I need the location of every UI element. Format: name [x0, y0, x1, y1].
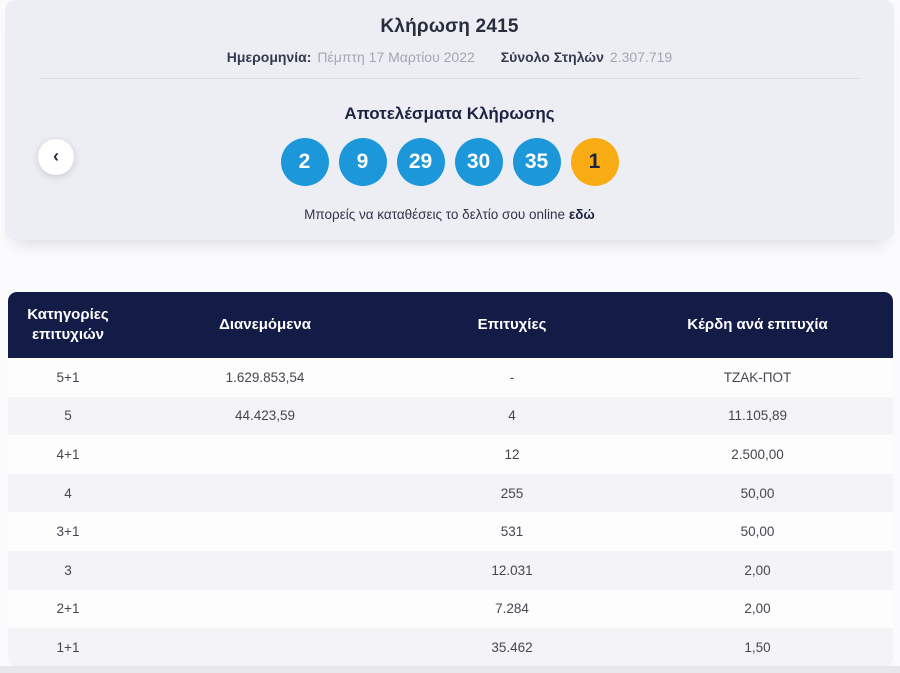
cell-winnings: 2,00	[744, 601, 771, 617]
bottom-strip	[0, 666, 900, 673]
bonus-number-ball: 1	[570, 138, 619, 186]
cell-winnings: 50,00	[740, 524, 775, 540]
columns-value: 2.307.719	[609, 49, 673, 65]
cell-category: 5+1	[56, 369, 80, 385]
table-row: 3 12.031 2,00	[8, 550, 893, 590]
online-link[interactable]: εδώ	[568, 207, 595, 222]
results-table: Κατηγορίες επιτυχιών Διανεμόμενα Επιτυχίες…	[8, 292, 893, 667]
cell-winners: 35.462	[491, 639, 533, 655]
cell-category: 2+1	[56, 601, 80, 617]
winning-number-ball: 29	[396, 138, 445, 186]
cell-winners: 12.031	[491, 562, 533, 578]
table-header: Κατηγορίες επιτυχιών Διανεμόμενα Επιτυχίες…	[8, 292, 893, 358]
draw-title: Κλήρωση 2415	[380, 16, 519, 37]
table-row: 2+1 7.284 2,00	[8, 589, 893, 629]
winning-number-ball: 9	[338, 138, 387, 186]
table-body: 5+1 1.629.853,54 - ΤΖΑΚ-ΠΟΤ 5 44.423,59 4 11.10…	[8, 358, 893, 667]
date-value: Πέμπτη 17 Μαρτίου 2022	[317, 49, 475, 65]
cell-category: 1+1	[56, 639, 80, 655]
draw-date: Ημερομηνία: Πέμπτη 17 Μαρτίου 2022	[227, 49, 475, 65]
columns-label: Σύνολο Στηλών	[500, 49, 604, 65]
cell-category: 5	[64, 408, 72, 424]
column-header: Κατηγορίες επιτυχιών	[27, 305, 109, 343]
cell-category: 3+1	[56, 524, 80, 540]
total-columns: Σύνολο Στηλών 2.307.719	[501, 49, 672, 65]
cell-distributed: 44.423,59	[234, 408, 296, 424]
chevron-left-icon: ‹	[53, 146, 59, 166]
cell-winners: 7.284	[495, 601, 529, 617]
column-header: Κέρδη ανά επιτυχία	[687, 315, 828, 333]
winning-number-ball: 35	[512, 138, 561, 186]
cell-winnings: ΤΖΑΚ-ΠΟΤ	[723, 369, 792, 385]
card-divider	[40, 78, 859, 79]
cell-distributed: 1.629.853,54	[225, 369, 305, 385]
draw-card: Κλήρωση 2415 Ημερομηνία: Πέμπτη 17 Μαρτί…	[5, 0, 894, 240]
winning-numbers: 2 9 29 30 35 1	[5, 138, 894, 186]
cell-winnings: 2,00	[744, 562, 771, 578]
cell-winnings: 1,50	[744, 639, 771, 655]
online-submit-line: Μπορείς να καταθέσεις το δελτίο σου onli…	[5, 207, 894, 222]
cell-category: 3	[64, 562, 72, 578]
draw-meta: Ημερομηνία: Πέμπτη 17 Μαρτίου 2022 Σύνολ…	[5, 49, 894, 65]
winning-number-ball: 30	[454, 138, 503, 186]
table-row: 5 44.423,59 4 11.105,89	[8, 396, 893, 436]
winning-number-ball: 2	[280, 138, 329, 186]
column-header: Διανεμόμενα	[219, 315, 311, 333]
date-label: Ημερομηνία:	[226, 49, 312, 65]
results-heading: Αποτελέσματα Κλήρωσης	[344, 104, 555, 123]
cell-category: 4	[64, 485, 72, 501]
table-row: 1+1 35.462 1,50	[8, 628, 893, 667]
cell-winners: 4	[508, 408, 516, 424]
cell-winnings: 50,00	[740, 485, 775, 501]
table-row: 4+1 12 2.500,00	[8, 435, 893, 474]
column-header: Επιτυχίες	[477, 315, 547, 333]
online-text: Μπορείς να καταθέσεις το δελτίο σου onli…	[304, 207, 566, 222]
cell-winnings: 2.500,00	[731, 446, 784, 462]
table-row: 4 255 50,00	[8, 473, 893, 513]
cell-winnings: 11.105,89	[727, 408, 788, 424]
table-row: 3+1 531 50,00	[8, 512, 893, 551]
table-row: 5+1 1.629.853,54 - ΤΖΑΚ-ΠΟΤ	[8, 358, 893, 397]
cell-category: 4+1	[56, 446, 80, 462]
cell-winners: 255	[500, 485, 524, 501]
prev-draw-button[interactable]: ‹	[38, 139, 74, 175]
cell-winners: -	[509, 369, 515, 385]
cell-winners: 531	[500, 524, 524, 540]
cell-winners: 12	[504, 446, 520, 462]
